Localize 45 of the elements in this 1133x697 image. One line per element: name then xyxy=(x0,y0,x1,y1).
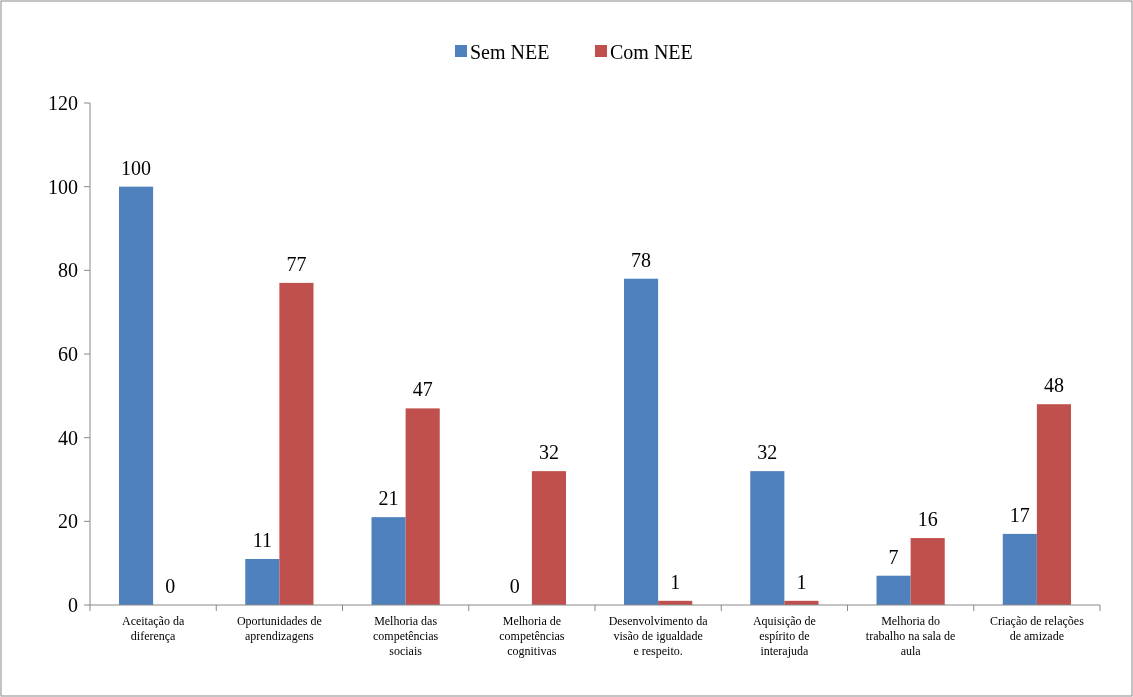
bar xyxy=(1036,404,1071,605)
bar xyxy=(910,538,945,605)
y-tick-label: 100 xyxy=(48,175,78,198)
data-label: 77 xyxy=(286,252,307,275)
y-tick-label: 20 xyxy=(58,510,78,533)
data-label: 11 xyxy=(252,528,272,551)
x-tick-label: Aceitação da diferença xyxy=(121,614,185,643)
x-tick-label: Desenvolvimento da visão de igualdade e respeito. xyxy=(608,614,709,658)
data-label: 100 xyxy=(121,156,152,179)
data-label: 16 xyxy=(917,508,938,531)
bar xyxy=(750,471,785,605)
x-tick-label: Criação de relações de amizade xyxy=(989,614,1085,643)
x-tick-label: Melhoria do trabalho na sala de aula xyxy=(865,614,956,658)
x-tick-label: Melhoria de competências cognitivas xyxy=(499,614,565,658)
data-label: 0 xyxy=(165,575,176,597)
x-tick-label: Aquisição de espírito de interajuda xyxy=(752,614,816,658)
legend-label: Sem NEE xyxy=(470,41,550,63)
bar xyxy=(245,558,280,605)
data-label: 1 xyxy=(670,570,681,593)
data-label: 47 xyxy=(412,378,433,401)
data-label: 48 xyxy=(1043,374,1064,397)
y-tick-label: 40 xyxy=(58,426,78,449)
y-tick-label: 0 xyxy=(68,594,78,616)
bar xyxy=(279,282,314,605)
data-label: 17 xyxy=(1009,503,1030,526)
data-label: 1 xyxy=(796,570,807,593)
x-tick-label: Oportunidades de aprendizagens xyxy=(236,614,322,643)
y-tick-label: 120 xyxy=(48,92,78,114)
bar xyxy=(119,186,154,605)
data-label: 32 xyxy=(757,441,778,464)
data-label: 21 xyxy=(378,487,399,510)
bar xyxy=(624,278,659,605)
legend-label: Com NEE xyxy=(610,41,693,63)
bar xyxy=(371,517,406,605)
bar xyxy=(531,471,566,605)
bar xyxy=(1002,533,1037,605)
data-label: 78 xyxy=(631,248,652,271)
y-tick-label: 80 xyxy=(58,259,78,282)
x-tick-label: Melhoria das competências sociais xyxy=(372,614,439,658)
bar xyxy=(405,408,440,605)
data-label: 32 xyxy=(538,441,559,464)
data-label: 0 xyxy=(509,575,520,597)
bar xyxy=(876,575,911,605)
y-tick-label: 60 xyxy=(58,343,78,365)
data-label: 7 xyxy=(888,545,899,568)
